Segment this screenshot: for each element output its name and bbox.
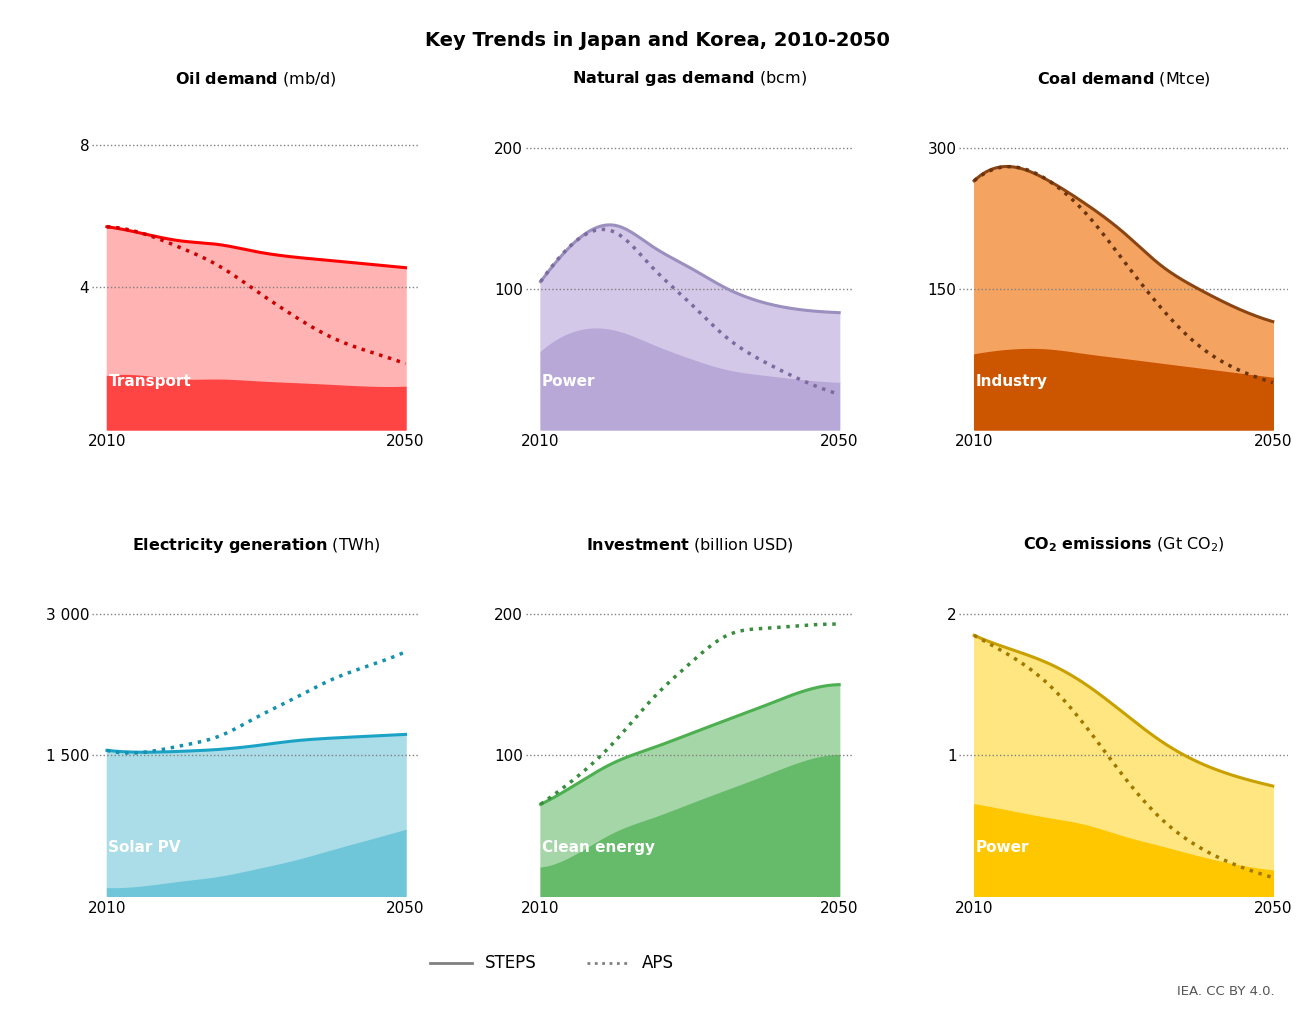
Text: Solar PV: Solar PV (108, 840, 181, 855)
Legend: STEPS, APS: STEPS, APS (423, 948, 681, 979)
Text: Power: Power (541, 374, 595, 389)
Text: Transport: Transport (108, 374, 191, 389)
Text: IEA. CC BY 4.0.: IEA. CC BY 4.0. (1177, 984, 1275, 998)
Text: Industry: Industry (975, 374, 1047, 389)
Title: $\bf{Coal\ demand}$ (Mtce): $\bf{Coal\ demand}$ (Mtce) (1037, 70, 1210, 88)
Title: $\bf{Electricity\ generation}$ (TWh): $\bf{Electricity\ generation}$ (TWh) (131, 535, 381, 555)
Text: Power: Power (975, 840, 1029, 855)
Title: $\bf{Natural\ gas\ demand}$ (bcm): $\bf{Natural\ gas\ demand}$ (bcm) (573, 69, 807, 89)
Text: Clean energy: Clean energy (541, 840, 654, 855)
Title: $\bf{Investment}$ (billion USD): $\bf{Investment}$ (billion USD) (586, 536, 794, 554)
Title: $\bf{Oil\ demand}$ (mb/d): $\bf{Oil\ demand}$ (mb/d) (175, 70, 338, 88)
Text: Key Trends in Japan and Korea, 2010-2050: Key Trends in Japan and Korea, 2010-2050 (424, 31, 890, 50)
Title: $\bf{CO_2\ emissions}$ (Gt CO$_2$): $\bf{CO_2\ emissions}$ (Gt CO$_2$) (1022, 535, 1225, 554)
